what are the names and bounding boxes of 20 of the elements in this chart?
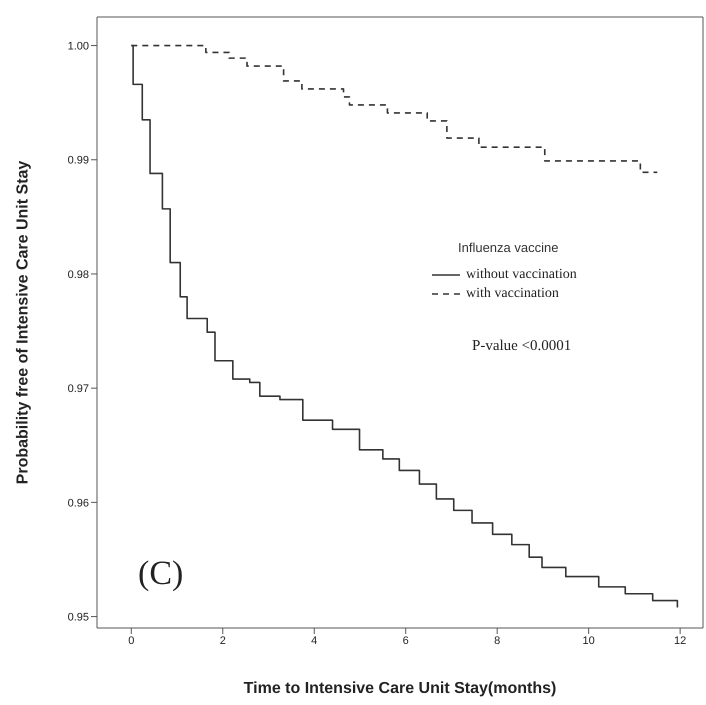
x-tick-label: 8 xyxy=(494,634,500,647)
annotation: (C) xyxy=(138,555,184,593)
y-tick-label: 0.99 xyxy=(68,154,89,167)
x-tick-label: 2 xyxy=(220,634,226,647)
y-tick-label: 1.00 xyxy=(68,40,89,52)
x-tick-label: 6 xyxy=(402,634,409,647)
annotation: P-value <0.0001 xyxy=(472,338,572,355)
y-tick-label: 0.98 xyxy=(68,268,89,281)
x-tick-label: 10 xyxy=(582,634,595,647)
x-tick-label: 4 xyxy=(311,634,318,647)
y-tick-label: 0.97 xyxy=(68,383,89,396)
legend-label: without vaccination xyxy=(466,266,577,282)
x-tick-label: 0 xyxy=(128,634,134,647)
y-axis-title: Probability free of Intensive Care Unit Stay xyxy=(14,160,32,484)
x-axis-title: Time to Intensive Care Unit Stay(months) xyxy=(244,680,556,697)
x-tick-label: 12 xyxy=(674,634,686,647)
legend-label: with vaccination xyxy=(466,286,559,302)
y-tick-label: 0.96 xyxy=(68,497,89,510)
legend-title: Influenza vaccine xyxy=(458,240,560,255)
y-tick-label: 0.95 xyxy=(68,611,89,624)
